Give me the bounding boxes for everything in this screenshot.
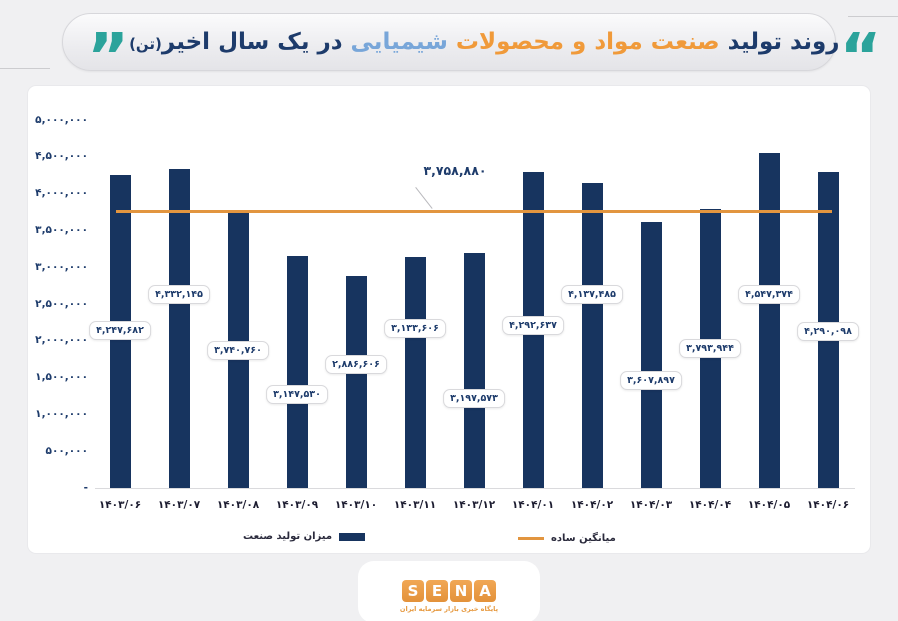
x-axis-label-10: ۱۴۰۴/۰۴: [688, 499, 732, 511]
sena-logo-letter-E: E: [426, 580, 448, 602]
average-line: [116, 209, 832, 213]
bar-value-label-9: ۳,۶۰۷,۸۹۷: [620, 371, 682, 390]
x-axis-label-12: ۱۴۰۴/۰۶: [806, 499, 850, 511]
page-title: روند تولید صنعت مواد و محصولات شیمیایی د…: [129, 29, 840, 55]
bar-۱۴۰۳/۱۰: [345, 275, 367, 488]
bar-۱۴۰۴/۰۳: [640, 222, 662, 488]
title-segment-0: روند تولید: [719, 29, 840, 55]
bar-value-label-5: ۳,۱۳۳,۶۰۶: [384, 319, 446, 338]
bar-۱۴۰۴/۰۲: [581, 183, 603, 488]
y-axis-tick-5: ۲,۵۰۰,۰۰۰: [35, 297, 88, 310]
bar-value-label-7: ۴,۲۹۲,۶۳۷: [502, 316, 564, 335]
sena-logo-letter-N: N: [450, 580, 472, 602]
bar-۱۴۰۳/۱۱: [404, 257, 426, 488]
x-axis-label-7: ۱۴۰۴/۰۱: [511, 499, 555, 511]
y-axis-tick-3: ۳,۵۰۰,۰۰۰: [35, 223, 88, 236]
banner-deco-line-right: [848, 16, 898, 17]
legend-average-label: میانگین ساده: [551, 533, 616, 544]
x-axis-label-2: ۱۴۰۳/۰۸: [216, 499, 260, 511]
title-segment-4: (تن): [129, 35, 162, 53]
banner-deco-line-left: [0, 68, 50, 69]
title-segment-3: در یک سال اخیر: [161, 29, 343, 55]
bar-value-label-8: ۴,۱۳۷,۴۸۵: [561, 285, 623, 304]
sena-logo-letter-S: S: [402, 580, 424, 602]
bar-value-label-10: ۳,۷۹۳,۹۴۴: [679, 339, 741, 358]
x-axis-label-1: ۱۴۰۳/۰۷: [157, 499, 201, 511]
bar-value-label-0: ۴,۲۴۷,۶۸۲: [89, 321, 151, 340]
x-axis-label-8: ۱۴۰۴/۰۲: [570, 499, 614, 511]
x-axis-label-4: ۱۴۰۳/۱۰: [334, 499, 378, 511]
bar-value-label-2: ۳,۷۴۰,۷۶۰: [207, 341, 269, 360]
title-segment-1: صنعت مواد و محصولات: [447, 29, 720, 55]
y-axis-tick-7: ۱,۵۰۰,۰۰۰: [35, 371, 88, 384]
chart-card: [28, 86, 870, 553]
sena-logo-subtitle: پایگاه خبری بازار سرمایه ایران: [399, 605, 499, 613]
y-axis-tick-8: ۱,۰۰۰,۰۰۰: [35, 407, 88, 420]
bar-value-label-6: ۳,۱۹۷,۵۷۳: [443, 389, 505, 408]
y-axis-tick-0: ۵,۰۰۰,۰۰۰: [35, 113, 88, 126]
bar-value-label-12: ۴,۲۹۰,۰۹۸: [797, 322, 859, 341]
title-segment-2: شیمیایی: [342, 29, 449, 55]
y-axis-tick-10: -: [83, 481, 88, 494]
bar-۱۴۰۴/۰۵: [758, 153, 780, 488]
x-axis-label-11: ۱۴۰۴/۰۵: [747, 499, 791, 511]
x-axis-line: [95, 488, 855, 489]
legend-production: میزان تولید صنعت: [243, 531, 366, 542]
bar-value-label-1: ۴,۳۳۲,۱۴۵: [148, 285, 210, 304]
legend-average: میانگین ساده: [518, 533, 616, 544]
x-axis-label-6: ۱۴۰۳/۱۲: [452, 499, 496, 511]
y-axis-tick-1: ۴,۵۰۰,۰۰۰: [35, 150, 88, 163]
bar-۱۴۰۳/۰۷: [168, 169, 190, 488]
bar-۱۴۰۳/۱۲: [463, 252, 485, 488]
average-callout-line: [415, 187, 433, 209]
bar-value-label-3: ۳,۱۴۷,۵۳۰: [266, 385, 328, 404]
legend-production-label: میزان تولید صنعت: [243, 531, 333, 542]
bar-۱۴۰۳/۰۹: [286, 256, 308, 488]
y-axis-tick-2: ۴,۰۰۰,۰۰۰: [35, 187, 88, 200]
y-axis-tick-9: ۵۰۰,۰۰۰: [45, 444, 88, 457]
legend-production-swatch: [339, 532, 366, 541]
y-axis-tick-6: ۲,۰۰۰,۰۰۰: [35, 334, 88, 347]
legend-average-swatch: [518, 537, 544, 540]
y-axis-tick-4: ۳,۰۰۰,۰۰۰: [35, 260, 88, 273]
x-axis-label-3: ۱۴۰۳/۰۹: [275, 499, 319, 511]
x-axis-label-0: ۱۴۰۳/۰۶: [98, 499, 142, 511]
average-value-label: ۳,۷۵۸,۸۸۰: [423, 163, 487, 178]
bar-value-label-11: ۴,۵۴۷,۳۷۴: [738, 285, 800, 304]
bar-value-label-4: ۲,۸۸۶,۶۰۶: [325, 355, 387, 374]
sena-logo-letter-A: A: [474, 580, 496, 602]
x-axis-label-5: ۱۴۰۳/۱۱: [393, 499, 437, 511]
x-axis-label-9: ۱۴۰۴/۰۳: [629, 499, 673, 511]
